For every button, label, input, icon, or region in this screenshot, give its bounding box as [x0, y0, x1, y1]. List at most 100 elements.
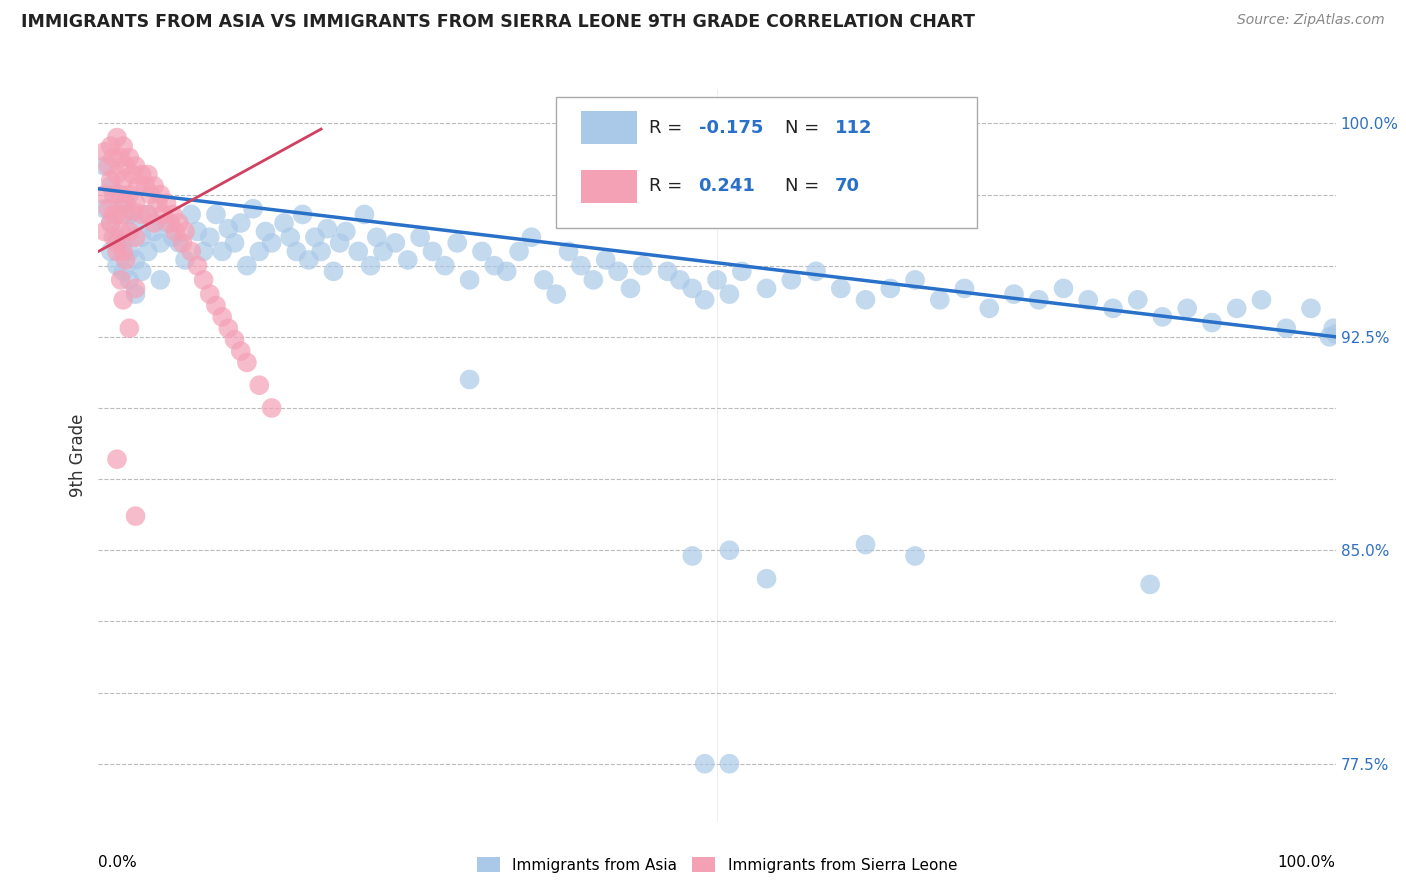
Point — [855, 293, 877, 307]
Point — [217, 321, 239, 335]
FancyBboxPatch shape — [581, 169, 637, 202]
Point — [103, 187, 125, 202]
Point — [114, 159, 136, 173]
Point — [165, 225, 187, 239]
Point — [193, 273, 215, 287]
Text: R =: R = — [650, 119, 688, 137]
Point — [211, 310, 233, 324]
Point — [718, 543, 741, 558]
Text: 100.0%: 100.0% — [1278, 855, 1336, 870]
Point — [254, 225, 277, 239]
Point — [335, 225, 357, 239]
Point — [780, 273, 803, 287]
Point — [718, 287, 741, 301]
Point — [100, 216, 122, 230]
Point — [979, 301, 1001, 316]
Point — [607, 264, 630, 278]
Point — [114, 252, 136, 267]
Point — [118, 151, 141, 165]
Point — [830, 281, 852, 295]
Point — [458, 372, 481, 386]
Point — [110, 151, 132, 165]
Point — [879, 281, 901, 295]
Point — [152, 207, 174, 221]
Point — [112, 264, 135, 278]
Point — [118, 321, 141, 335]
Point — [433, 259, 456, 273]
Point — [124, 230, 146, 244]
Point — [557, 244, 579, 259]
Point — [229, 344, 252, 359]
Point — [105, 230, 128, 244]
Point — [1226, 301, 1249, 316]
Point — [100, 178, 122, 193]
Point — [118, 244, 141, 259]
Point — [322, 264, 344, 278]
Point — [155, 216, 177, 230]
Point — [1152, 310, 1174, 324]
Point — [533, 273, 555, 287]
Point — [706, 273, 728, 287]
Point — [1322, 321, 1344, 335]
Point — [236, 355, 259, 369]
Point — [1028, 293, 1050, 307]
Point — [681, 281, 703, 295]
Point — [159, 216, 181, 230]
Point — [242, 202, 264, 216]
Point — [1126, 293, 1149, 307]
Point — [1102, 301, 1125, 316]
Point — [396, 252, 419, 267]
Point — [131, 207, 153, 221]
Point — [205, 207, 228, 221]
Point — [904, 549, 927, 563]
Point — [112, 293, 135, 307]
Point — [127, 178, 149, 193]
Point — [247, 244, 270, 259]
Point — [149, 187, 172, 202]
Point — [260, 235, 283, 250]
Point — [105, 235, 128, 250]
Point — [97, 159, 120, 173]
Point — [122, 204, 145, 219]
Point — [112, 173, 135, 187]
Point — [693, 293, 716, 307]
Point — [100, 216, 122, 230]
Point — [298, 252, 321, 267]
Point — [205, 298, 228, 312]
Point — [495, 264, 517, 278]
Point — [718, 756, 741, 771]
Point — [595, 252, 617, 267]
Point — [731, 264, 754, 278]
Point — [124, 196, 146, 211]
Point — [162, 207, 184, 221]
Point — [143, 225, 166, 239]
Point — [520, 230, 543, 244]
Text: N =: N = — [785, 178, 825, 195]
Point — [1324, 326, 1347, 341]
Point — [93, 202, 115, 216]
Point — [582, 273, 605, 287]
Y-axis label: 9th Grade: 9th Grade — [69, 413, 87, 497]
Point — [139, 187, 162, 202]
Point — [508, 244, 530, 259]
Point — [631, 259, 654, 273]
Text: 0.241: 0.241 — [699, 178, 755, 195]
Point — [347, 244, 370, 259]
Point — [755, 572, 778, 586]
Point — [162, 230, 184, 244]
Point — [174, 252, 197, 267]
Point — [569, 259, 592, 273]
Point — [422, 244, 444, 259]
Point — [229, 216, 252, 230]
Point — [112, 235, 135, 250]
Point — [278, 230, 301, 244]
Point — [105, 168, 128, 182]
Point — [131, 230, 153, 244]
Point — [236, 259, 259, 273]
Point — [100, 244, 122, 259]
Point — [103, 151, 125, 165]
Point — [110, 273, 132, 287]
Point — [136, 207, 159, 221]
Point — [105, 130, 128, 145]
Point — [353, 207, 375, 221]
